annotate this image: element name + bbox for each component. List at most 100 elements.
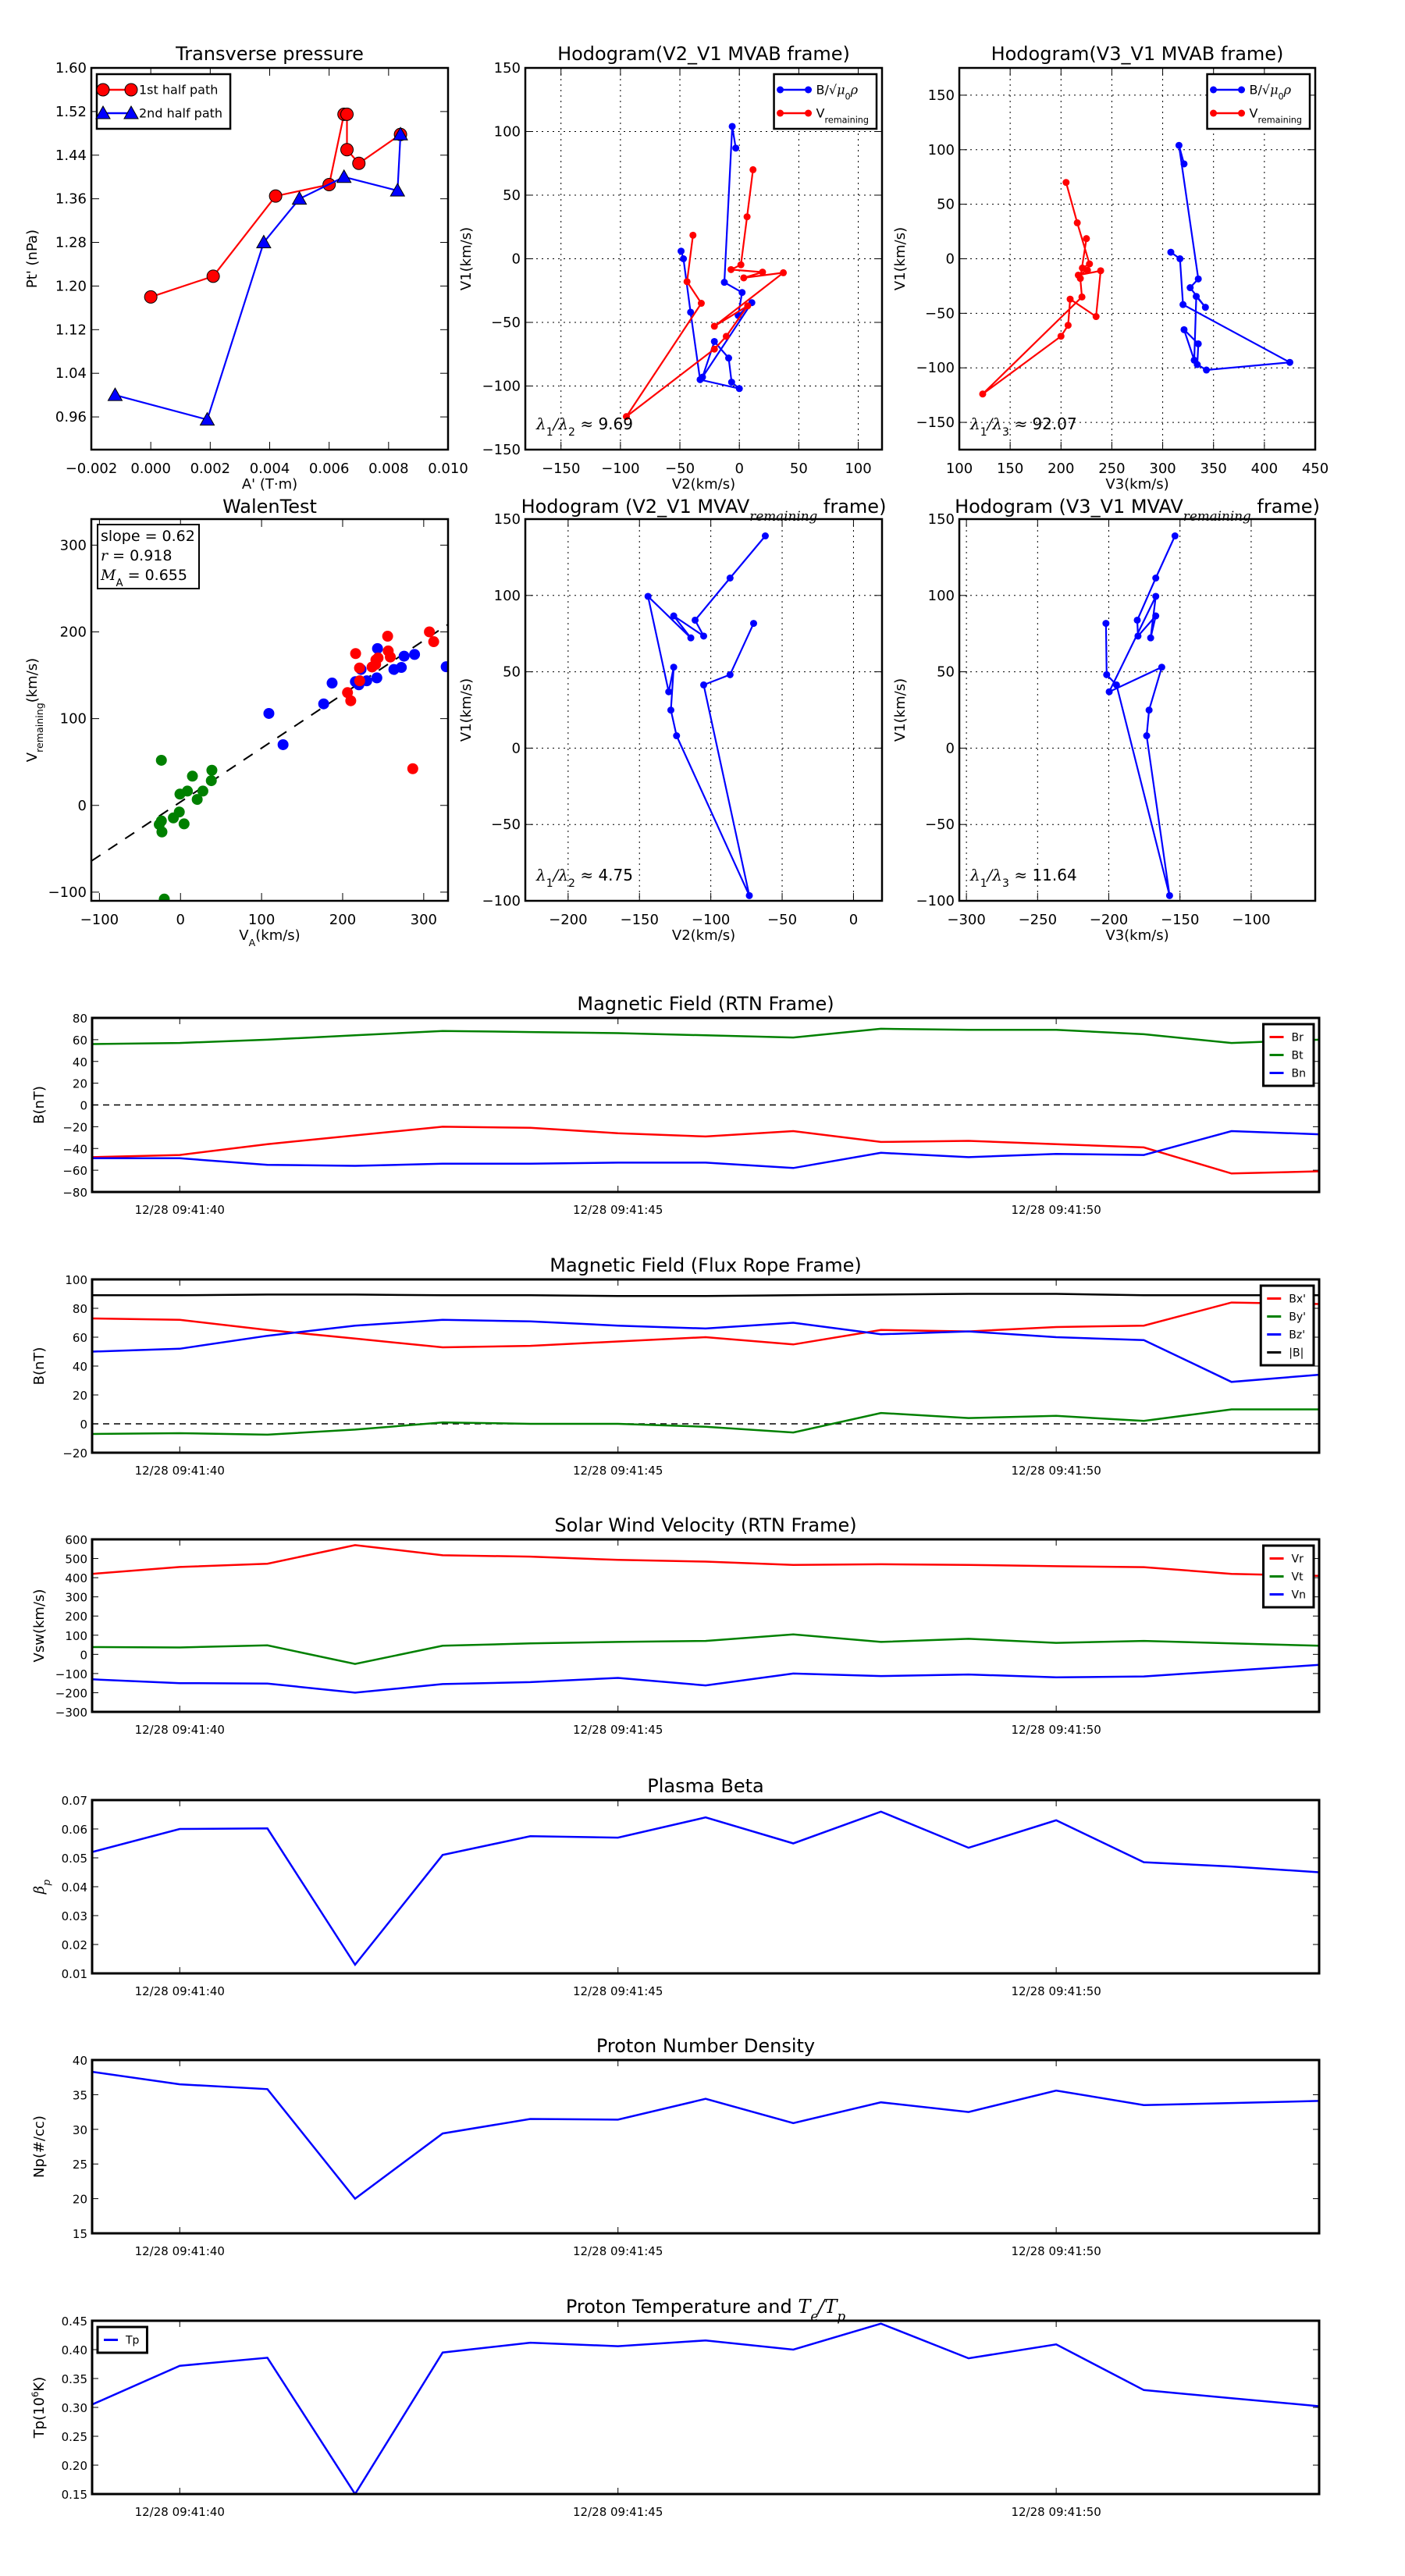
- y-tick-label: 0.35: [62, 2372, 87, 2386]
- data-point: [1194, 275, 1202, 283]
- text-segment: μ: [1270, 83, 1278, 98]
- data-point: [263, 707, 275, 719]
- data-point: [726, 671, 734, 678]
- y-tick-label: 50: [937, 664, 955, 681]
- y-tick-label: 50: [503, 187, 521, 204]
- y-tick-label: 0.30: [62, 2401, 87, 2415]
- data-point: [1175, 141, 1183, 149]
- series-2: [92, 1318, 1319, 1383]
- data-point: [749, 165, 757, 173]
- text-segment: e: [810, 2308, 818, 2324]
- y-tick-label: 1.36: [55, 191, 87, 208]
- text-segment: B/√: [1250, 83, 1271, 98]
- legend-label: Vremaining: [816, 106, 869, 126]
- data-point: [687, 634, 695, 642]
- text-segment: = 0.918: [108, 547, 172, 564]
- magnetic-field-flux-rope-chart: 12/28 09:41:40 12/28 09:41:45 12/28 09:41:…: [31, 1254, 1321, 1478]
- text-segment: 92.07: [1032, 415, 1076, 433]
- data-point: [697, 300, 705, 308]
- y-tick-label: 300: [60, 537, 87, 553]
- x-axis-label: V2(km/s): [672, 927, 735, 944]
- data-point: [1203, 366, 1211, 374]
- series-line: [150, 113, 401, 298]
- data-point: [710, 345, 718, 353]
- axes-frame: [524, 66, 884, 451]
- text-segment: Vr: [1292, 1553, 1304, 1565]
- text-segment: A: [249, 937, 256, 948]
- data-point: [743, 213, 751, 221]
- y-axis-label: B(nT): [31, 1347, 48, 1386]
- y-tick-label: 1.20: [55, 278, 87, 294]
- legend-label: Bx': [1289, 1293, 1306, 1305]
- fit-line: [91, 624, 448, 862]
- x-tick-label: 12/28 09:41:45: [573, 1984, 663, 1998]
- data-point: [761, 532, 769, 540]
- x-tick-label: 450: [1302, 461, 1329, 477]
- y-tick-label: 0.20: [62, 2459, 87, 2473]
- data-point: [382, 631, 393, 642]
- data-point: [191, 794, 203, 806]
- axes-frame: [90, 518, 450, 902]
- legend-label: 1st half path: [139, 83, 218, 98]
- text-segment: Bn: [1292, 1067, 1306, 1080]
- y-tick-label: −80: [62, 1186, 87, 1200]
- data-point: [155, 754, 167, 766]
- text-segment: λ: [969, 866, 980, 884]
- x-tick-label: 12/28 09:41:45: [573, 1723, 663, 1737]
- y-tick-label: 200: [65, 1610, 87, 1624]
- y-tick-label: 1.52: [55, 104, 87, 120]
- text-segment: Tp(10: [31, 2397, 48, 2439]
- text-segment: λ: [535, 866, 546, 884]
- y-tick-label: 50: [937, 197, 955, 213]
- x-tick-label: 12/28 09:41:40: [135, 1984, 225, 1998]
- data-point: [700, 632, 707, 640]
- text-segment: ≈: [1009, 866, 1032, 884]
- eigenvalue-ratio: λ1/λ3 ≈ 92.07: [969, 415, 1077, 439]
- data-point: [1210, 86, 1218, 94]
- data-point: [1086, 260, 1094, 268]
- y-tick-label: 15: [73, 2227, 87, 2241]
- text-segment: Pt' (nPa): [24, 229, 41, 288]
- data-point: [158, 893, 170, 901]
- x-tick-label: 12/28 09:41:40: [135, 1203, 225, 1217]
- y-tick-label: 0.96: [55, 409, 87, 425]
- legend-label: Bn: [1292, 1067, 1306, 1080]
- data-point: [123, 105, 139, 119]
- axes-frame: [91, 1538, 1321, 1713]
- text-segment: Proton Temperature and: [566, 2296, 798, 2318]
- text-segment: A: [116, 578, 123, 589]
- data-point: [622, 413, 630, 421]
- text-segment: /: [986, 866, 994, 884]
- plot-area: [92, 2322, 1319, 2494]
- y-tick-label: 100: [494, 588, 521, 604]
- axes-frame: [524, 518, 884, 902]
- data-point: [398, 650, 410, 662]
- series-line: [92, 2070, 1319, 2201]
- chart-title: Hodogram (V2_V1 MVAVremaining frame): [521, 496, 887, 524]
- text-segment: ≈: [575, 415, 598, 433]
- y-axis-label: V1(km/s): [892, 227, 909, 290]
- series-line: [982, 182, 1102, 395]
- chart-title: Plasma Beta: [647, 1775, 763, 1797]
- text-segment: /: [552, 866, 560, 884]
- data-point: [710, 337, 718, 345]
- data-point: [1076, 275, 1084, 283]
- text-segment: frame): [817, 496, 886, 518]
- data-point: [678, 247, 685, 255]
- series-0: [678, 123, 756, 393]
- y-tick-label: 0.07: [62, 1794, 87, 1808]
- y-axis-label: V1(km/s): [458, 227, 475, 290]
- plot-area: [92, 1293, 1319, 1436]
- y-tick-label: 0: [78, 798, 87, 814]
- data-point: [1165, 891, 1173, 899]
- chart-title: Hodogram (V3_V1 MVAVremaining frame): [955, 496, 1320, 524]
- y-tick-label: 100: [928, 142, 955, 158]
- legend: B/√μ0ρ Vremaining: [1206, 73, 1311, 130]
- x-tick-label: 0: [735, 461, 743, 477]
- x-tick-label: 12/28 09:41:50: [1011, 1203, 1101, 1217]
- x-tick-label: 12/28 09:41:50: [1011, 2505, 1101, 2519]
- data-point: [680, 255, 688, 262]
- magnetic-field-rtn-chart: 12/28 09:41:40 12/28 09:41:45 12/28 09:41:…: [31, 993, 1321, 1217]
- y-tick-label: −20: [62, 1120, 87, 1134]
- x-tick-label: 12/28 09:41:40: [135, 1464, 225, 1478]
